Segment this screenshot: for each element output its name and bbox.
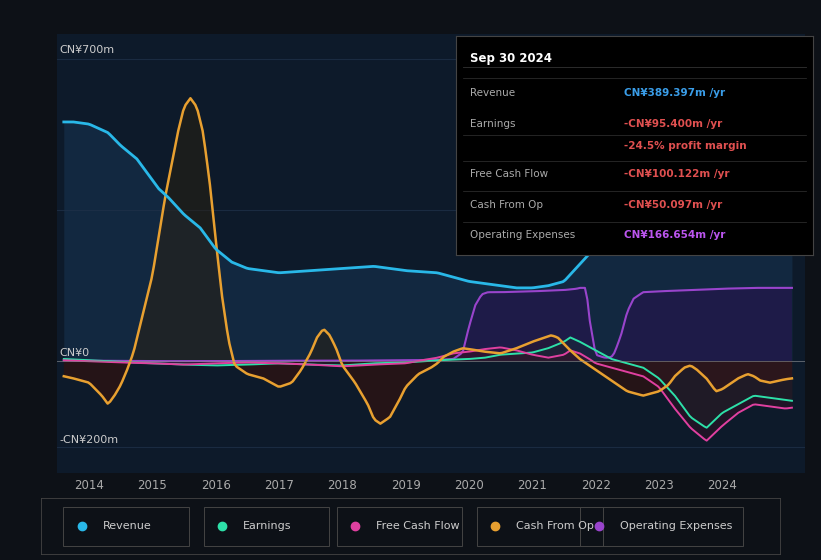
Text: CN¥700m: CN¥700m [59,45,114,55]
Text: Earnings: Earnings [470,119,516,129]
Text: -CN¥200m: -CN¥200m [59,435,118,445]
Bar [477,507,603,546]
Text: -CN¥95.400m /yr: -CN¥95.400m /yr [623,119,722,129]
Text: CN¥389.397m /yr: CN¥389.397m /yr [623,88,725,98]
Text: Sep 30 2024: Sep 30 2024 [470,52,552,65]
Text: Earnings: Earnings [243,521,291,531]
Text: Free Cash Flow: Free Cash Flow [470,169,548,179]
Text: Cash From Op: Cash From Op [470,199,543,209]
Bar [63,507,189,546]
Text: Free Cash Flow: Free Cash Flow [376,521,460,531]
Text: Cash From Op: Cash From Op [516,521,594,531]
Text: Operating Expenses: Operating Expenses [620,521,732,531]
Text: -CN¥50.097m /yr: -CN¥50.097m /yr [623,199,722,209]
Text: Revenue: Revenue [103,521,151,531]
Text: CN¥166.654m /yr: CN¥166.654m /yr [623,230,725,240]
Text: Operating Expenses: Operating Expenses [470,230,576,240]
Bar [337,507,462,546]
Text: CN¥0: CN¥0 [59,348,89,358]
Bar [204,507,329,546]
Text: -CN¥100.122m /yr: -CN¥100.122m /yr [623,169,729,179]
Text: Revenue: Revenue [470,88,515,98]
Bar [580,507,743,546]
Text: -24.5% profit margin: -24.5% profit margin [623,141,746,151]
